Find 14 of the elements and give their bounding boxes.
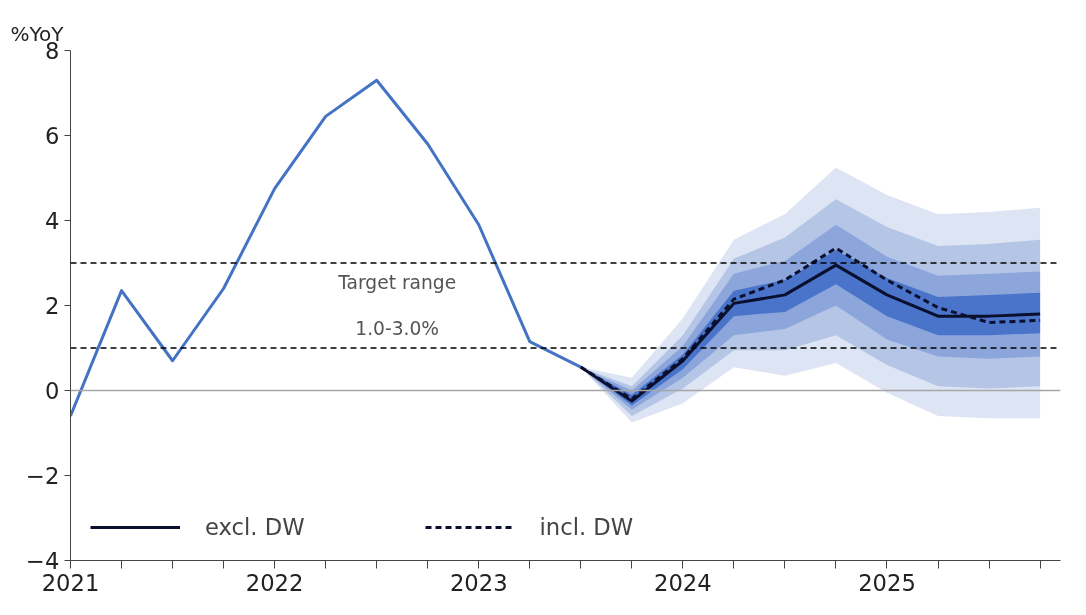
y-tick-label: −2 — [26, 463, 60, 489]
x-tick-label: 2025 — [858, 569, 916, 596]
x-tick-label: 2024 — [654, 569, 712, 596]
y-tick-label: 2 — [45, 293, 60, 319]
y-tick-label: 4 — [45, 208, 60, 234]
y-tick-label: 0 — [45, 378, 60, 404]
line-series — [70, 78, 583, 418]
x-tick-label: 2022 — [245, 569, 304, 596]
annotation: 1.0-3.0% — [355, 317, 440, 339]
x-tick-label: 2023 — [449, 569, 508, 596]
annotation: Target range — [337, 272, 457, 294]
legend-label: excl. DW — [205, 514, 305, 540]
legend-label: incl. DW — [539, 514, 634, 540]
y-tick-label: 6 — [45, 123, 60, 149]
